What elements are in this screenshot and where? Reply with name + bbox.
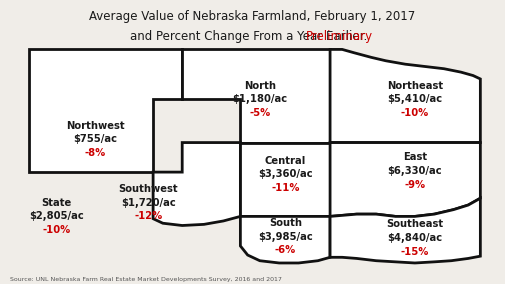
Text: -5%: -5% bbox=[249, 108, 270, 118]
Text: -10%: -10% bbox=[42, 225, 70, 235]
Text: and Percent Change From a Year Earlier.: and Percent Change From a Year Earlier. bbox=[130, 30, 375, 43]
Text: Central: Central bbox=[265, 156, 306, 166]
Polygon shape bbox=[182, 49, 330, 143]
Polygon shape bbox=[330, 198, 480, 263]
Text: $1,180/ac: $1,180/ac bbox=[232, 94, 287, 105]
Text: -12%: -12% bbox=[134, 211, 163, 222]
Text: Northwest: Northwest bbox=[66, 120, 124, 131]
Text: -11%: -11% bbox=[271, 183, 299, 193]
Polygon shape bbox=[153, 143, 240, 225]
Text: Average Value of Nebraska Farmland, February 1, 2017: Average Value of Nebraska Farmland, Febr… bbox=[89, 10, 416, 23]
Text: $1,720/ac: $1,720/ac bbox=[121, 198, 176, 208]
Text: $5,410/ac: $5,410/ac bbox=[387, 94, 442, 105]
Text: Preliminary: Preliminary bbox=[306, 30, 373, 43]
Text: East: East bbox=[403, 152, 427, 162]
Polygon shape bbox=[240, 216, 330, 263]
Text: Northeast: Northeast bbox=[387, 81, 443, 91]
Text: $3,360/ac: $3,360/ac bbox=[258, 169, 313, 179]
Text: $6,330/ac: $6,330/ac bbox=[388, 166, 442, 176]
Text: -6%: -6% bbox=[275, 245, 296, 256]
Text: North: North bbox=[244, 81, 276, 91]
Text: $3,985/ac: $3,985/ac bbox=[258, 232, 313, 242]
Text: State: State bbox=[41, 198, 71, 208]
Text: -9%: -9% bbox=[405, 179, 426, 190]
Text: -8%: -8% bbox=[84, 148, 106, 158]
Text: $4,840/ac: $4,840/ac bbox=[387, 233, 442, 243]
Text: $755/ac: $755/ac bbox=[73, 134, 117, 144]
Text: Southwest: Southwest bbox=[119, 184, 178, 194]
Text: South: South bbox=[269, 218, 302, 228]
Text: Source: UNL Nebraska Farm Real Estate Market Developments Survey, 2016 and 2017: Source: UNL Nebraska Farm Real Estate Ma… bbox=[10, 277, 282, 282]
Text: $2,805/ac: $2,805/ac bbox=[29, 211, 83, 222]
Text: -15%: -15% bbox=[401, 247, 429, 257]
Polygon shape bbox=[330, 143, 480, 216]
Text: -10%: -10% bbox=[401, 108, 429, 118]
Polygon shape bbox=[240, 143, 330, 216]
Text: Southeast: Southeast bbox=[386, 219, 443, 229]
Polygon shape bbox=[29, 49, 182, 172]
Polygon shape bbox=[330, 49, 480, 143]
